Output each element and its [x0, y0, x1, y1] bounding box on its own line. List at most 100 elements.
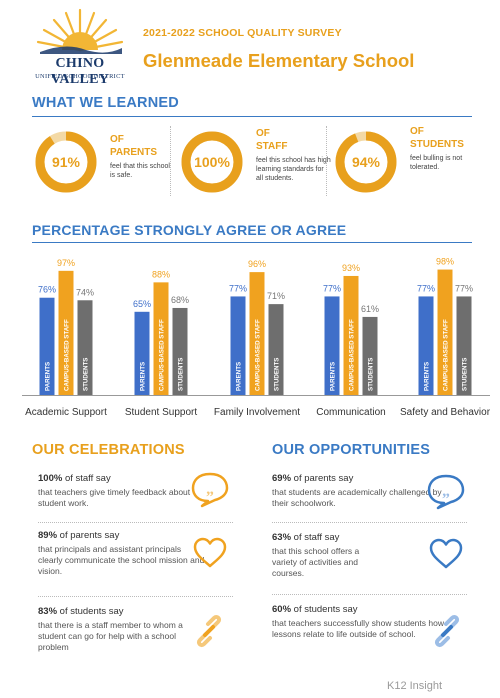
category-label: Communication	[316, 407, 385, 418]
section-divider	[32, 116, 472, 117]
opportunity-item: 63% of staff say that this school offers…	[272, 532, 442, 579]
stat-group: PARENTS	[110, 147, 158, 158]
item-respondents: of students say	[291, 604, 358, 615]
item-text: that students are academically challenge…	[272, 487, 442, 508]
bar-campus-based-staff	[437, 269, 453, 395]
item-text: that this school offers a variety of act…	[272, 546, 360, 578]
logo-name: CHINO VALLEY	[50, 56, 110, 87]
stat-of-label: OF	[256, 128, 270, 139]
item-respondents: of students say	[57, 606, 124, 617]
bar-series-label: STUDENTS	[462, 358, 469, 391]
bar-parents	[134, 311, 150, 395]
celebration-item: 83% of students say that there is a staf…	[38, 606, 208, 653]
opportunity-item: 60% of students say that teachers succes…	[272, 604, 444, 640]
bar-series-label: PARENTS	[45, 362, 52, 391]
bar-value-label: 97%	[57, 258, 75, 268]
stat-description: feel bulling is not tolerated.	[410, 155, 463, 171]
donut-chart	[35, 131, 97, 193]
item-percent: 69%	[272, 473, 292, 484]
item-respondents: of parents say	[291, 473, 354, 484]
stat-of-label: OF	[110, 134, 124, 145]
speech-bubble-icon: „	[190, 470, 230, 513]
svg-text:„: „	[442, 483, 450, 500]
donut-value: 91%	[51, 154, 81, 170]
svg-text:„: „	[206, 481, 214, 498]
header: CHINO VALLEY UNIFIED SCHOOL DISTRICT 202…	[0, 0, 500, 87]
item-text: that there is a staff member to whom a s…	[38, 620, 183, 652]
bar-students	[77, 300, 93, 395]
sunrise-logo-icon	[36, 8, 124, 54]
bar-series-label: CAMPUS-BASED STAFF	[159, 319, 166, 391]
celebration-item: 89% of parents say that principals and a…	[38, 530, 208, 577]
heart-icon	[428, 538, 464, 575]
item-text: that teachers give timely feedback about…	[38, 487, 191, 508]
divider-dots	[326, 126, 327, 196]
category-label: Student Support	[125, 407, 197, 418]
bar-series-label: PARENTS	[140, 362, 147, 391]
category-label: Family Involvement	[214, 407, 300, 418]
bar-value-label: 77%	[323, 283, 341, 293]
bar-value-label: 68%	[171, 295, 189, 305]
bar-value-label: 77%	[455, 283, 473, 293]
bar-parents	[418, 296, 434, 395]
divider-dots	[272, 594, 467, 595]
item-percent: 89%	[38, 530, 58, 541]
bar-series-label: CAMPUS-BASED STAFF	[255, 319, 262, 391]
bar-series-label: CAMPUS-BASED STAFF	[349, 319, 356, 391]
link-icon	[430, 614, 464, 653]
bar-value-label: 96%	[248, 259, 266, 269]
celebrations-title: OUR CELEBRATIONS	[32, 442, 185, 458]
bar-value-label: 77%	[229, 283, 247, 293]
opportunities-title: OUR OPPORTUNITIES	[272, 442, 431, 458]
bar-series-label: CAMPUS-BASED STAFF	[64, 319, 71, 391]
bar-value-label: 88%	[152, 269, 170, 279]
survey-title: 2021-2022 SCHOOL QUALITY SURVEY	[143, 27, 342, 39]
bar-series-label: PARENTS	[424, 362, 431, 391]
item-percent: 63%	[272, 532, 292, 543]
stat-of-label: OF	[410, 126, 424, 137]
stat-description: feel this school has high learning stand…	[256, 157, 331, 182]
bar-series-label: STUDENTS	[83, 358, 90, 391]
bar-campus-based-staff	[343, 275, 359, 395]
donut-value: 94%	[351, 154, 381, 170]
item-respondents: of parents say	[57, 530, 120, 541]
donut-arc	[181, 131, 243, 193]
bar-series-label: CAMPUS-BASED STAFF	[443, 319, 450, 391]
bar-parents	[230, 296, 246, 395]
stat-group: STAFF	[256, 141, 288, 152]
bar-students	[362, 316, 378, 395]
donut-arc	[335, 131, 397, 193]
stat-group: STUDENTS	[410, 139, 464, 150]
bar-series-label: PARENTS	[236, 362, 243, 391]
item-percent: 83%	[38, 606, 58, 617]
divider-dots	[272, 522, 467, 523]
link-icon	[192, 614, 226, 653]
chart-title: PERCENTAGE STRONGLY AGREE OR AGREE	[32, 222, 347, 238]
bar-value-label: 93%	[342, 263, 360, 273]
bar-value-label: 74%	[76, 287, 94, 297]
celebration-item: 100% of staff say that teachers give tim…	[38, 473, 208, 509]
bar-series-label: STUDENTS	[274, 358, 281, 391]
donut-arc	[35, 131, 97, 193]
bar-campus-based-staff	[58, 270, 74, 395]
donut-chart	[181, 131, 243, 193]
bar-value-label: 77%	[417, 283, 435, 293]
bar-parents	[324, 296, 340, 395]
category-label: Academic Support	[25, 407, 107, 418]
item-respondents: of staff say	[62, 473, 111, 484]
bar-series-label: STUDENTS	[368, 358, 375, 391]
bar-series-label: PARENTS	[330, 362, 337, 391]
bar-value-label: 98%	[436, 257, 454, 267]
divider-dots	[170, 126, 171, 196]
item-percent: 60%	[272, 604, 292, 615]
donut-chart	[335, 131, 397, 193]
bar-students	[268, 304, 284, 395]
bar-parents	[39, 297, 55, 395]
bar-value-label: 61%	[361, 304, 379, 314]
item-percent: 100%	[38, 473, 63, 484]
divider-dots	[38, 596, 233, 597]
school-name: Glenmeade Elementary School	[143, 50, 415, 71]
bar-students	[456, 296, 472, 395]
speech-bubble-icon: „	[426, 472, 466, 515]
bar-campus-based-staff	[249, 272, 265, 395]
